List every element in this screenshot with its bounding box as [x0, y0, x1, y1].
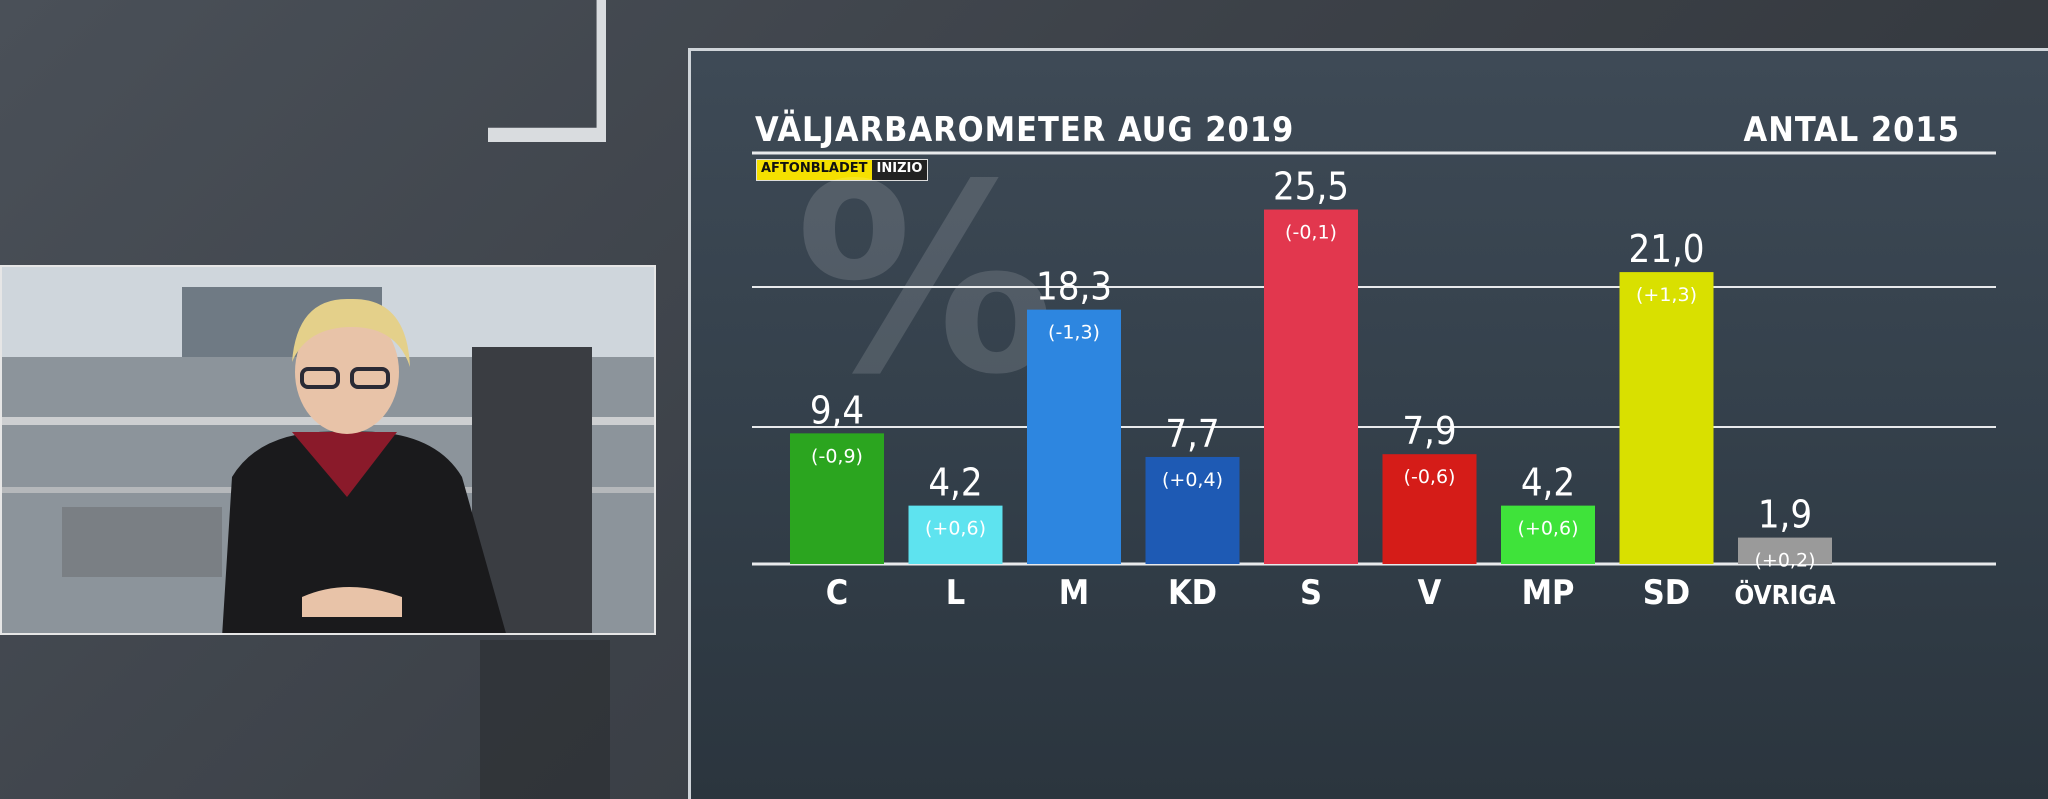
category-label: MP: [1522, 573, 1575, 613]
logo-inizio: INIZIO: [871, 160, 928, 180]
bar-l: [908, 505, 1003, 564]
bar-kd: [1145, 456, 1240, 564]
change-label: (-0,6): [1404, 466, 1456, 488]
bar-s: [1264, 209, 1358, 565]
value-label: 4,2: [928, 461, 982, 505]
bar-labels: (-0,9) 9,4 C (+0,6) 4,2 L (-1,3) 18,3 M (+0,4) 7,7…: [810, 165, 1836, 613]
video-inset: [0, 265, 656, 635]
change-label: (-1,3): [1048, 322, 1100, 344]
bars: [790, 209, 1832, 565]
value-label: 1,9: [1758, 493, 1812, 537]
bar-sd: [1619, 272, 1714, 564]
chart-subtitle: ANTAL 2015: [1743, 110, 1960, 150]
category-label: L: [946, 573, 966, 613]
value-label: 21,0: [1628, 227, 1704, 271]
presenter-video-frame: [2, 267, 654, 633]
change-label: (-0,9): [811, 445, 863, 467]
value-label: 7,7: [1165, 412, 1219, 456]
category-label: KD: [1168, 573, 1217, 613]
category-label: ÖVRIGA: [1734, 578, 1835, 611]
value-label: 25,5: [1273, 165, 1349, 209]
category-label: S: [1300, 573, 1322, 613]
value-label: 4,2: [1521, 461, 1575, 505]
percent-watermark-icon: %: [795, 130, 1056, 432]
bar-mp: [1501, 505, 1595, 564]
logo-aftonbladet: AFTONBLADET: [757, 160, 872, 180]
change-label: (+0,4): [1162, 469, 1223, 491]
value-label: 7,9: [1402, 409, 1456, 453]
change-label: (+1,3): [1636, 284, 1697, 306]
value-label: 18,3: [1036, 265, 1112, 309]
category-label: V: [1418, 573, 1442, 613]
value-label: 9,4: [810, 388, 864, 432]
bar-c: [790, 433, 884, 564]
category-label: C: [826, 573, 848, 613]
change-label: (-0,1): [1285, 222, 1337, 244]
decorative-dark-bar: [480, 640, 610, 799]
change-label: (+0,2): [1755, 550, 1816, 572]
chart-title: VÄLJARBAROMETER AUG 2019: [755, 110, 1295, 150]
change-label: (+0,6): [925, 518, 986, 540]
category-label: M: [1059, 573, 1089, 613]
category-label: SD: [1643, 573, 1690, 613]
bar-övriga: [1738, 537, 1832, 564]
change-label: (+0,6): [1518, 518, 1579, 540]
pollster-logo: AFTONBLADET INIZIO: [756, 159, 929, 181]
bar-m: [1027, 309, 1121, 564]
bar-v: [1382, 454, 1477, 564]
